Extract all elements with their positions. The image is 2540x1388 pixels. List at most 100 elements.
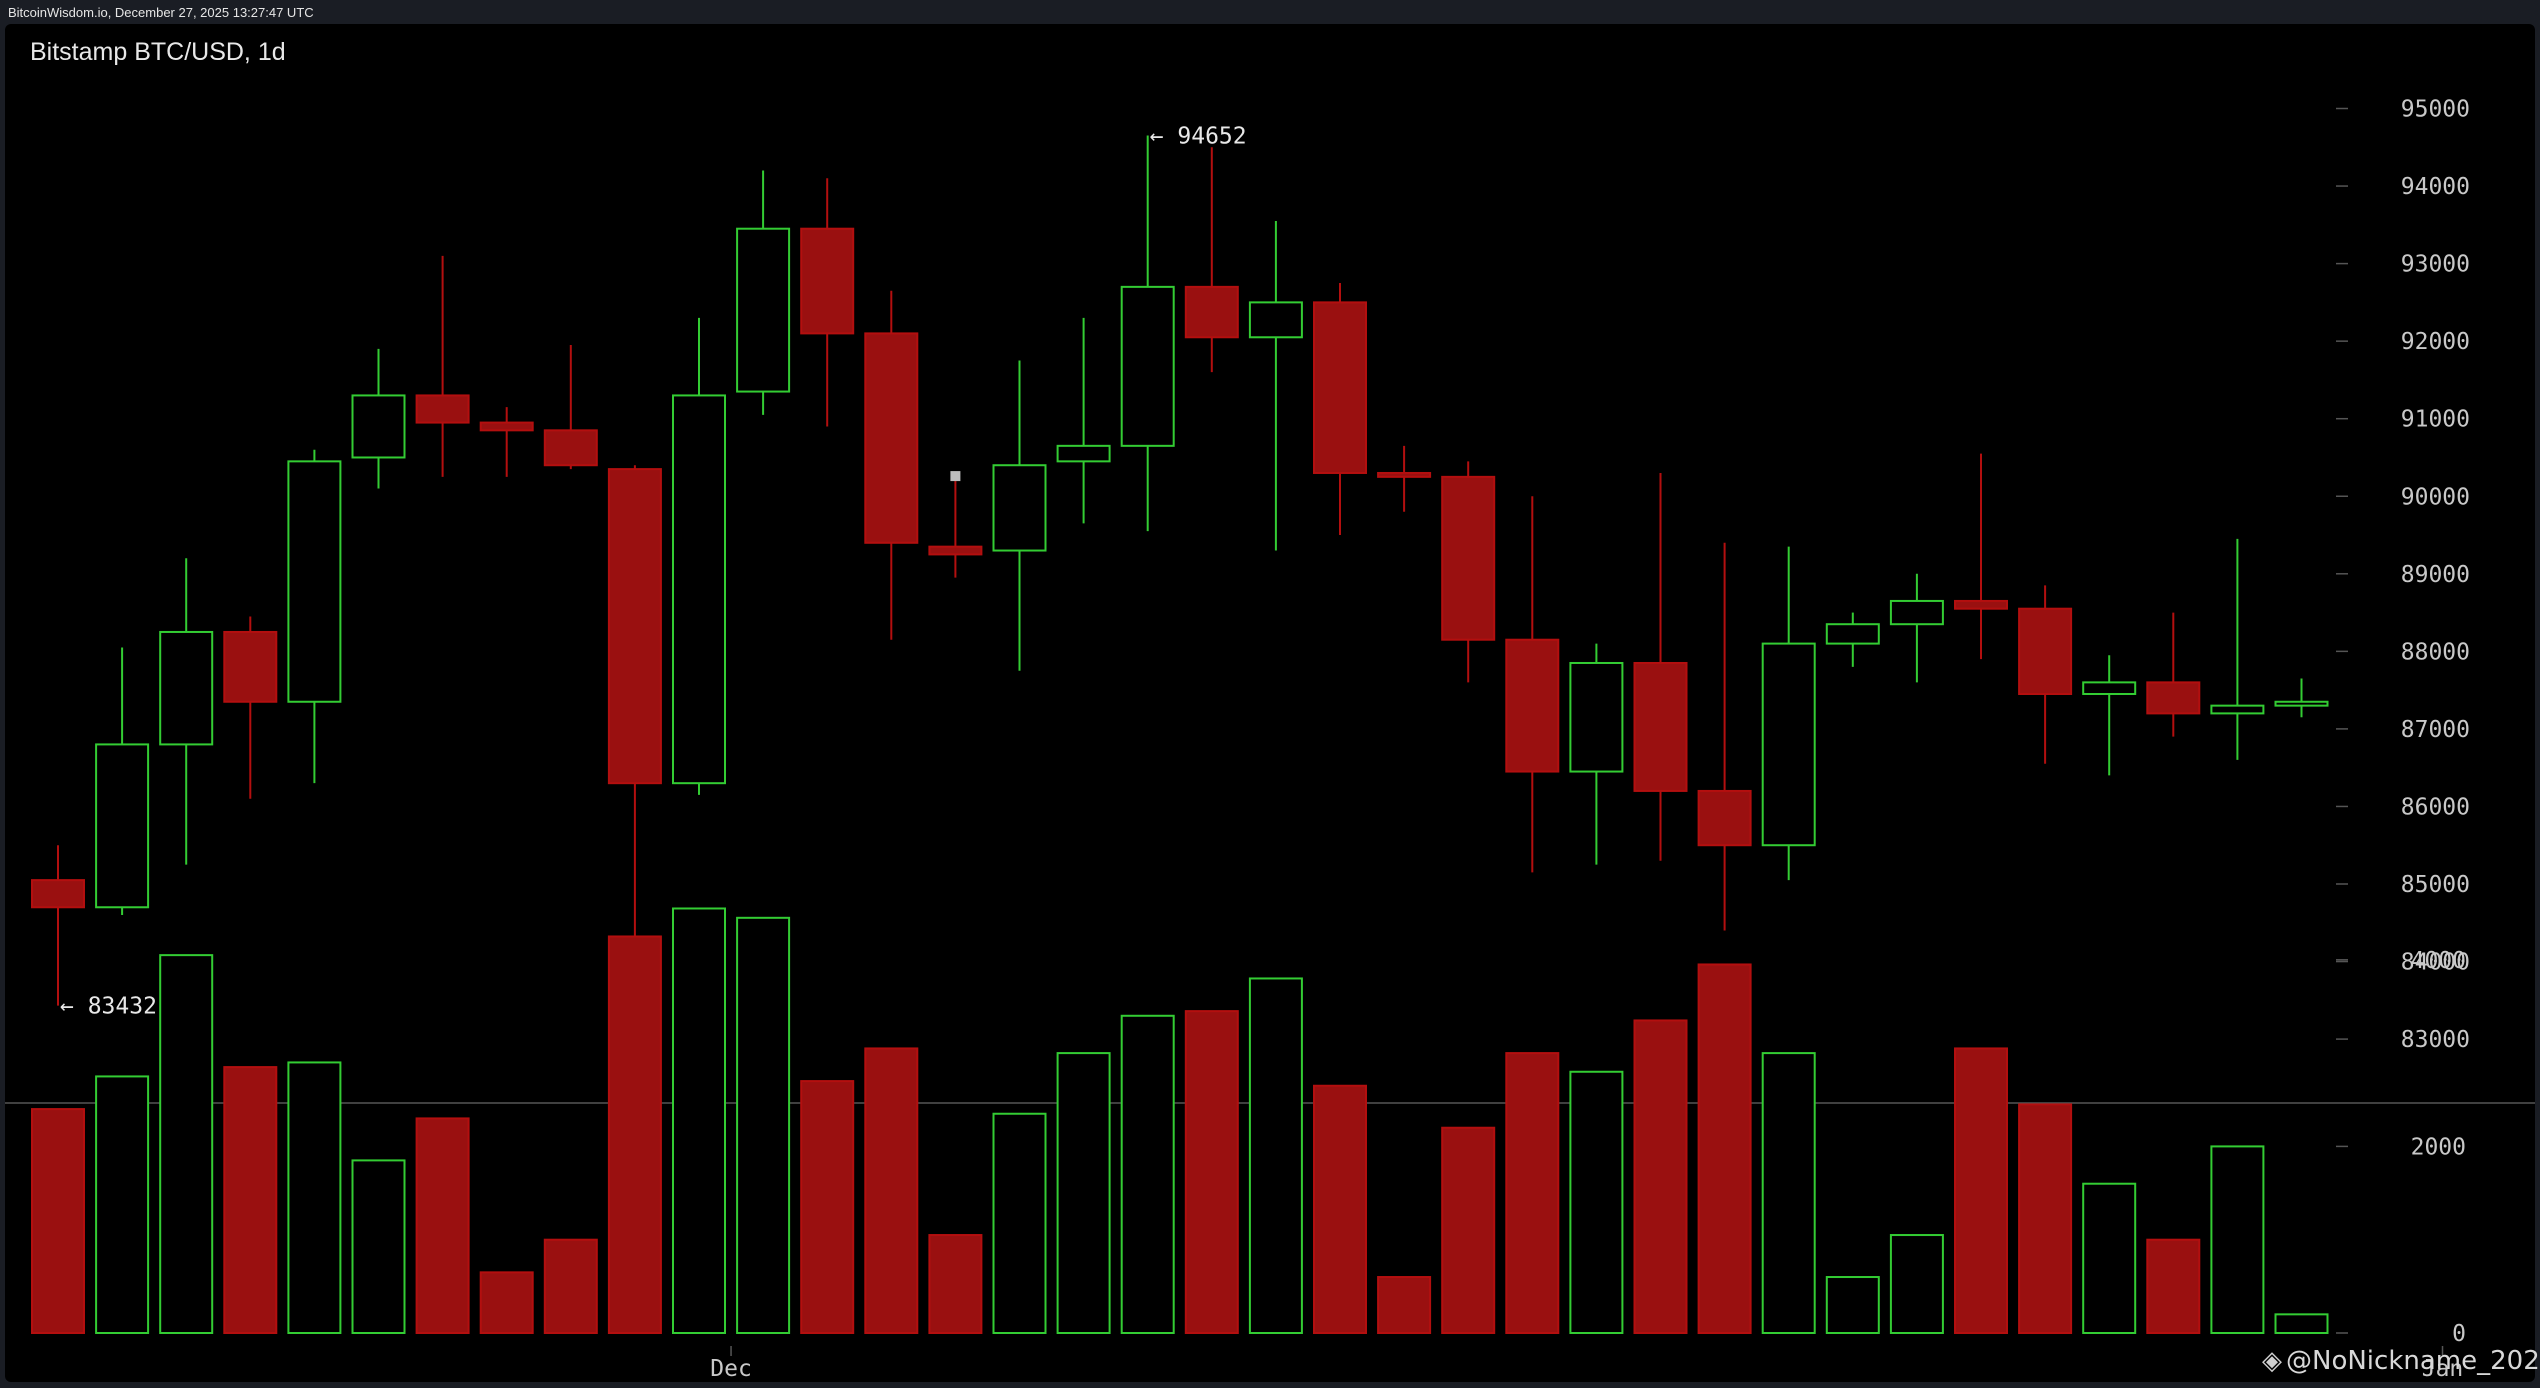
candle-body: [2082, 681, 2137, 696]
binance-diamond-icon: ◈: [2262, 1346, 2282, 1376]
volume-bar-down: [2018, 1103, 2073, 1335]
volume-bar-down: [1633, 1019, 1688, 1334]
candle-down: [1954, 453, 2008, 660]
volume-bar-down: [928, 1234, 983, 1335]
volume-bar-up: [2082, 1182, 2137, 1334]
candle-body: [351, 394, 406, 459]
volume-bar-up: [1569, 1070, 1624, 1334]
price-tick-label: 90000: [2401, 484, 2470, 510]
volume-bar-up: [2210, 1145, 2265, 1335]
candle-down: [1184, 147, 1239, 373]
candle-body: [1761, 642, 1816, 847]
volume-bar-up: [1056, 1052, 1111, 1334]
x-tick-label: Dec: [710, 1356, 752, 1382]
volume-bar-down: [1313, 1084, 1367, 1334]
candle-body: [2274, 700, 2329, 707]
top-bar: BitcoinWisdom.io, December 27, 2025 13:2…: [0, 0, 2540, 24]
candle-down: [607, 465, 662, 978]
volume-bar-up: [992, 1112, 1047, 1334]
candle-up: [1056, 317, 1111, 524]
candle-up: [1761, 546, 1816, 881]
marker-dot: [950, 471, 961, 482]
price-tick-label: 95000: [2401, 97, 2470, 123]
volume-bar-up: [2274, 1313, 2329, 1334]
volume-bar-up: [1825, 1276, 1880, 1335]
candle-body: [672, 394, 726, 785]
price-tick-label: 88000: [2401, 639, 2470, 665]
candle-up: [2274, 678, 2329, 718]
candle-down: [1377, 445, 1432, 512]
candle-down: [864, 290, 919, 640]
candle-body: [1889, 599, 1944, 626]
price-tick-label: 85000: [2401, 872, 2470, 898]
volume-bar-up: [1248, 977, 1303, 1335]
candle-up: [287, 449, 342, 784]
candle-down: [928, 480, 983, 578]
candle-down: [1313, 282, 1367, 536]
chart-title: Bitstamp BTC/USD, 1d: [30, 38, 286, 66]
volume-bar-up: [1761, 1052, 1816, 1334]
volume-bar-down: [1697, 963, 1752, 1335]
volume-bar-down: [1377, 1276, 1432, 1335]
volume-tick-label: 2000: [2411, 1134, 2466, 1160]
candle-body: [1248, 301, 1303, 339]
volume-bar-up: [672, 907, 726, 1334]
candle-down: [1505, 496, 1560, 873]
price-tick-label: 86000: [2401, 794, 2470, 820]
price-annotation: ← 94652: [1150, 123, 1247, 149]
candle-body: [1441, 475, 1496, 641]
candle-up: [1889, 573, 1944, 683]
candle-body: [1954, 599, 2008, 610]
candle-body: [1313, 301, 1367, 474]
source-timestamp: BitcoinWisdom.io, December 27, 2025 13:2…: [8, 5, 314, 20]
candle-up: [2082, 655, 2137, 776]
price-tick-label: 93000: [2401, 252, 2470, 278]
watermark: ◈ @NoNickname_2025: [2262, 1346, 2540, 1376]
candle-body: [1056, 444, 1111, 463]
volume-bar-down: [543, 1238, 598, 1334]
volume-bar-down: [2146, 1238, 2201, 1334]
volume-bar-up: [159, 954, 214, 1334]
candle-body: [1377, 471, 1432, 478]
candle-body: [2210, 704, 2265, 715]
candle-body: [31, 879, 85, 909]
watermark-text: @NoNickname_2025: [2286, 1346, 2540, 1376]
volume-bar-down: [415, 1117, 470, 1335]
price-annotation: ← 83432: [60, 994, 157, 1020]
candle-body: [1505, 638, 1560, 773]
candle-body: [992, 464, 1047, 552]
candle-down: [31, 845, 85, 1006]
candle-body: [736, 227, 791, 393]
candle-down: [415, 255, 470, 477]
volume-tick-label: 4000: [2411, 948, 2466, 974]
price-tick-label: 89000: [2401, 562, 2470, 588]
candle-down: [479, 407, 534, 477]
candle-body: [159, 630, 214, 746]
candle-down: [800, 178, 855, 427]
candle-down: [223, 616, 278, 799]
price-tick-label: 92000: [2401, 329, 2470, 355]
candle-body: [1825, 623, 1880, 645]
candle-down: [543, 345, 598, 470]
volume-bar-up: [287, 1061, 342, 1335]
candle-up: [351, 348, 406, 489]
candle-up: [1569, 643, 1624, 865]
candle-body: [928, 545, 983, 556]
candle-body: [95, 743, 150, 909]
candle-down: [2018, 585, 2073, 764]
price-tick-label: 83000: [2401, 1027, 2470, 1053]
candle-body: [223, 630, 278, 703]
price-tick-label: 91000: [2401, 407, 2470, 433]
price-tick-label: 87000: [2401, 717, 2470, 743]
price-tick-label: 94000: [2401, 174, 2470, 200]
volume-bar-down: [1441, 1126, 1496, 1334]
volume-bar-down: [479, 1271, 534, 1334]
candle-body: [479, 421, 534, 432]
volume-bar-down: [1184, 1010, 1239, 1334]
candle-up: [1120, 135, 1175, 532]
candle-body: [607, 468, 662, 785]
candle-body: [1120, 285, 1175, 447]
candle-body: [1184, 285, 1239, 339]
candle-down: [1441, 461, 1496, 683]
